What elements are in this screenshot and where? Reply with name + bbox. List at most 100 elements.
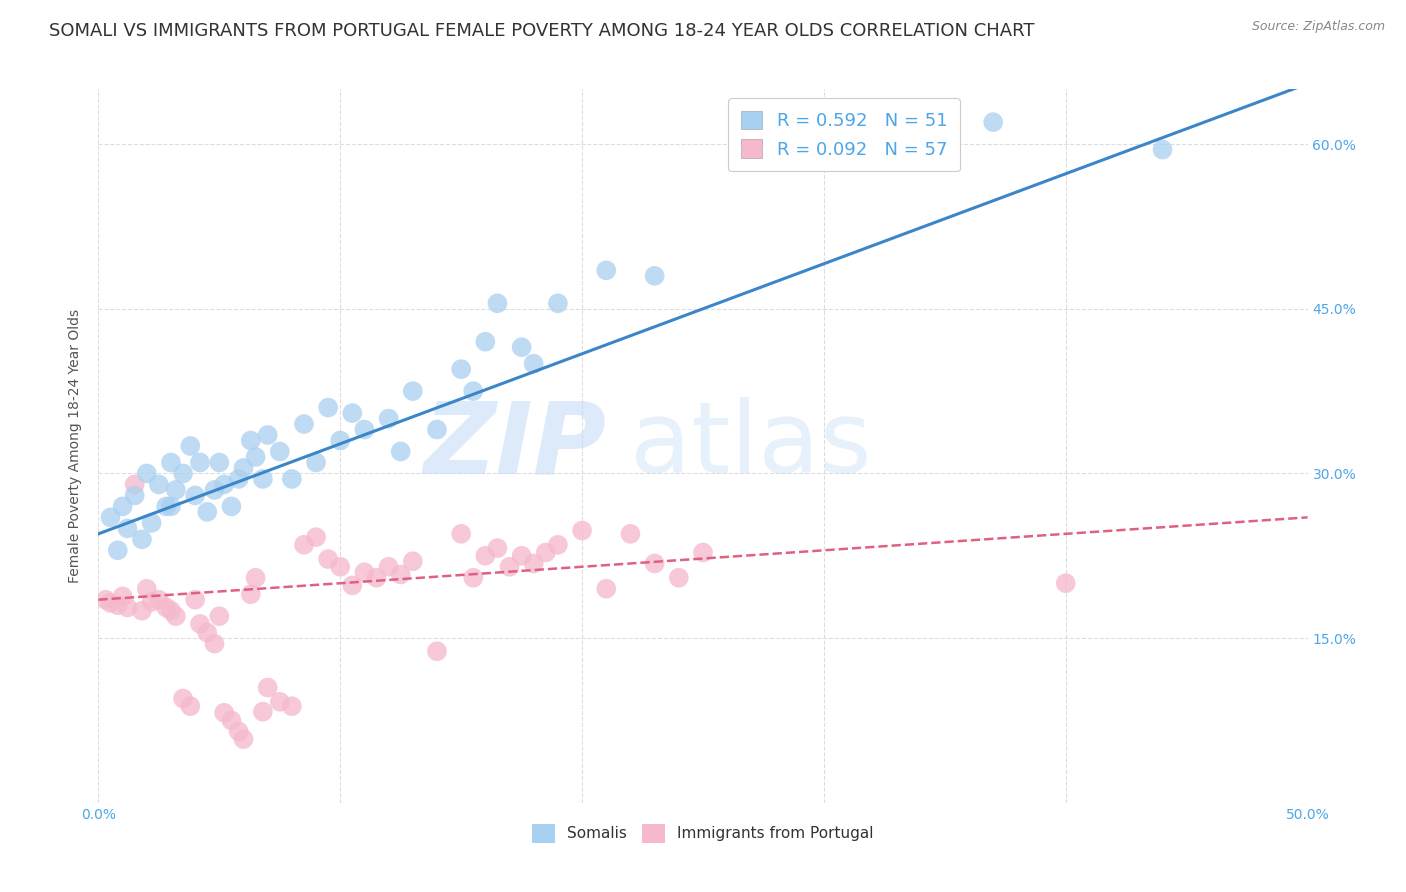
Point	[474, 334, 496, 349]
Point	[619, 526, 641, 541]
Point	[252, 472, 274, 486]
Point	[269, 695, 291, 709]
Text: SOMALI VS IMMIGRANTS FROM PORTUGAL FEMALE POVERTY AMONG 18-24 YEAR OLDS CORRELAT: SOMALI VS IMMIGRANTS FROM PORTUGAL FEMAL…	[49, 22, 1035, 40]
Text: Source: ZipAtlas.com: Source: ZipAtlas.com	[1251, 20, 1385, 33]
Point	[292, 417, 315, 431]
Point	[595, 263, 617, 277]
Point	[366, 571, 388, 585]
Point	[377, 559, 399, 574]
Point	[239, 434, 262, 448]
Point	[212, 706, 235, 720]
Point	[510, 340, 533, 354]
Point	[100, 510, 122, 524]
Point	[305, 455, 328, 469]
Point	[135, 582, 157, 596]
Point	[252, 705, 274, 719]
Point	[1152, 143, 1174, 157]
Point	[208, 609, 231, 624]
Point	[245, 450, 267, 464]
Point	[117, 600, 139, 615]
Point	[184, 592, 207, 607]
Point	[644, 268, 666, 283]
Point	[342, 406, 364, 420]
Point	[155, 600, 177, 615]
Point	[172, 467, 194, 481]
Text: ZIP: ZIP	[423, 398, 606, 494]
Point	[534, 545, 557, 559]
Point	[204, 483, 226, 497]
Point	[498, 559, 520, 574]
Point	[450, 526, 472, 541]
Legend: Somalis, Immigrants from Portugal: Somalis, Immigrants from Portugal	[526, 818, 880, 848]
Point	[221, 714, 243, 728]
Point	[172, 691, 194, 706]
Point	[124, 488, 146, 502]
Point	[160, 455, 183, 469]
Point	[486, 541, 509, 555]
Point	[100, 596, 122, 610]
Point	[292, 538, 315, 552]
Point	[547, 296, 569, 310]
Point	[547, 538, 569, 552]
Point	[124, 477, 146, 491]
Point	[131, 533, 153, 547]
Point	[981, 115, 1004, 129]
Point	[228, 472, 250, 486]
Point	[353, 423, 375, 437]
Point	[107, 543, 129, 558]
Point	[450, 362, 472, 376]
Point	[281, 472, 304, 486]
Point	[463, 384, 485, 398]
Point	[269, 444, 291, 458]
Point	[117, 521, 139, 535]
Point	[402, 384, 425, 398]
Point	[463, 571, 485, 585]
Point	[195, 505, 218, 519]
Point	[389, 444, 412, 458]
Point	[188, 455, 211, 469]
Point	[160, 604, 183, 618]
Point	[571, 524, 593, 538]
Point	[165, 609, 187, 624]
Point	[281, 699, 304, 714]
Point	[426, 423, 449, 437]
Point	[474, 549, 496, 563]
Point	[148, 592, 170, 607]
Point	[179, 439, 201, 453]
Point	[316, 401, 339, 415]
Point	[668, 571, 690, 585]
Point	[329, 559, 352, 574]
Point	[208, 455, 231, 469]
Point	[389, 567, 412, 582]
Point	[305, 530, 328, 544]
Point	[111, 590, 134, 604]
Point	[179, 699, 201, 714]
Point	[111, 500, 134, 514]
Point	[165, 483, 187, 497]
Point	[131, 604, 153, 618]
Point	[426, 644, 449, 658]
Point	[239, 587, 262, 601]
Point	[595, 582, 617, 596]
Point	[402, 554, 425, 568]
Point	[232, 461, 254, 475]
Point	[107, 598, 129, 612]
Point	[245, 571, 267, 585]
Point	[523, 357, 546, 371]
Point	[1054, 576, 1077, 591]
Y-axis label: Female Poverty Among 18-24 Year Olds: Female Poverty Among 18-24 Year Olds	[69, 309, 83, 583]
Point	[353, 566, 375, 580]
Point	[692, 545, 714, 559]
Point	[256, 428, 278, 442]
Point	[141, 595, 163, 609]
Point	[342, 578, 364, 592]
Point	[510, 549, 533, 563]
Point	[523, 557, 546, 571]
Point	[221, 500, 243, 514]
Point	[188, 616, 211, 631]
Point	[212, 477, 235, 491]
Point	[94, 592, 117, 607]
Point	[232, 732, 254, 747]
Point	[486, 296, 509, 310]
Point	[316, 552, 339, 566]
